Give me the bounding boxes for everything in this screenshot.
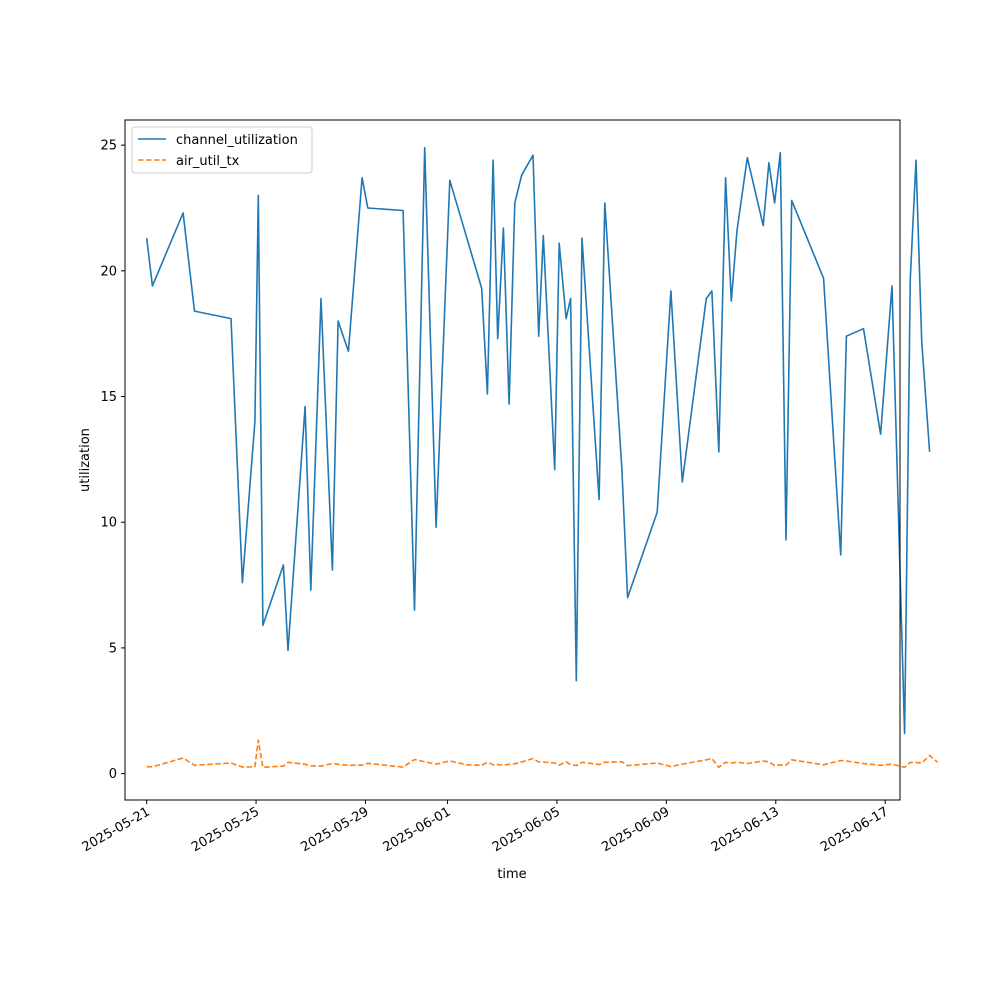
y-tick-label: 5 xyxy=(109,641,117,656)
y-axis-label: utilization xyxy=(78,428,93,492)
plot-frame xyxy=(124,119,901,801)
y-tick-label: 25 xyxy=(100,139,117,154)
series-line-air-util-tx xyxy=(146,739,939,769)
series-layer xyxy=(145,146,939,769)
y-tick-label: 20 xyxy=(100,264,117,279)
y-tick-label: 10 xyxy=(100,516,117,531)
legend-box xyxy=(131,126,313,174)
y-axis-ticks: 0 5 10 15 20 25 xyxy=(100,139,125,782)
legend-label-air-util-tx: air_util_tx xyxy=(176,154,240,169)
series-line-channel-utilization xyxy=(145,146,931,735)
y-tick-label: 15 xyxy=(100,390,117,405)
y-tick-label: 0 xyxy=(109,767,117,782)
legend: channel_utilization air_util_tx xyxy=(131,126,313,174)
x-axis-label: time xyxy=(497,867,526,882)
legend-label-channel-utilization: channel_utilization xyxy=(176,133,298,148)
